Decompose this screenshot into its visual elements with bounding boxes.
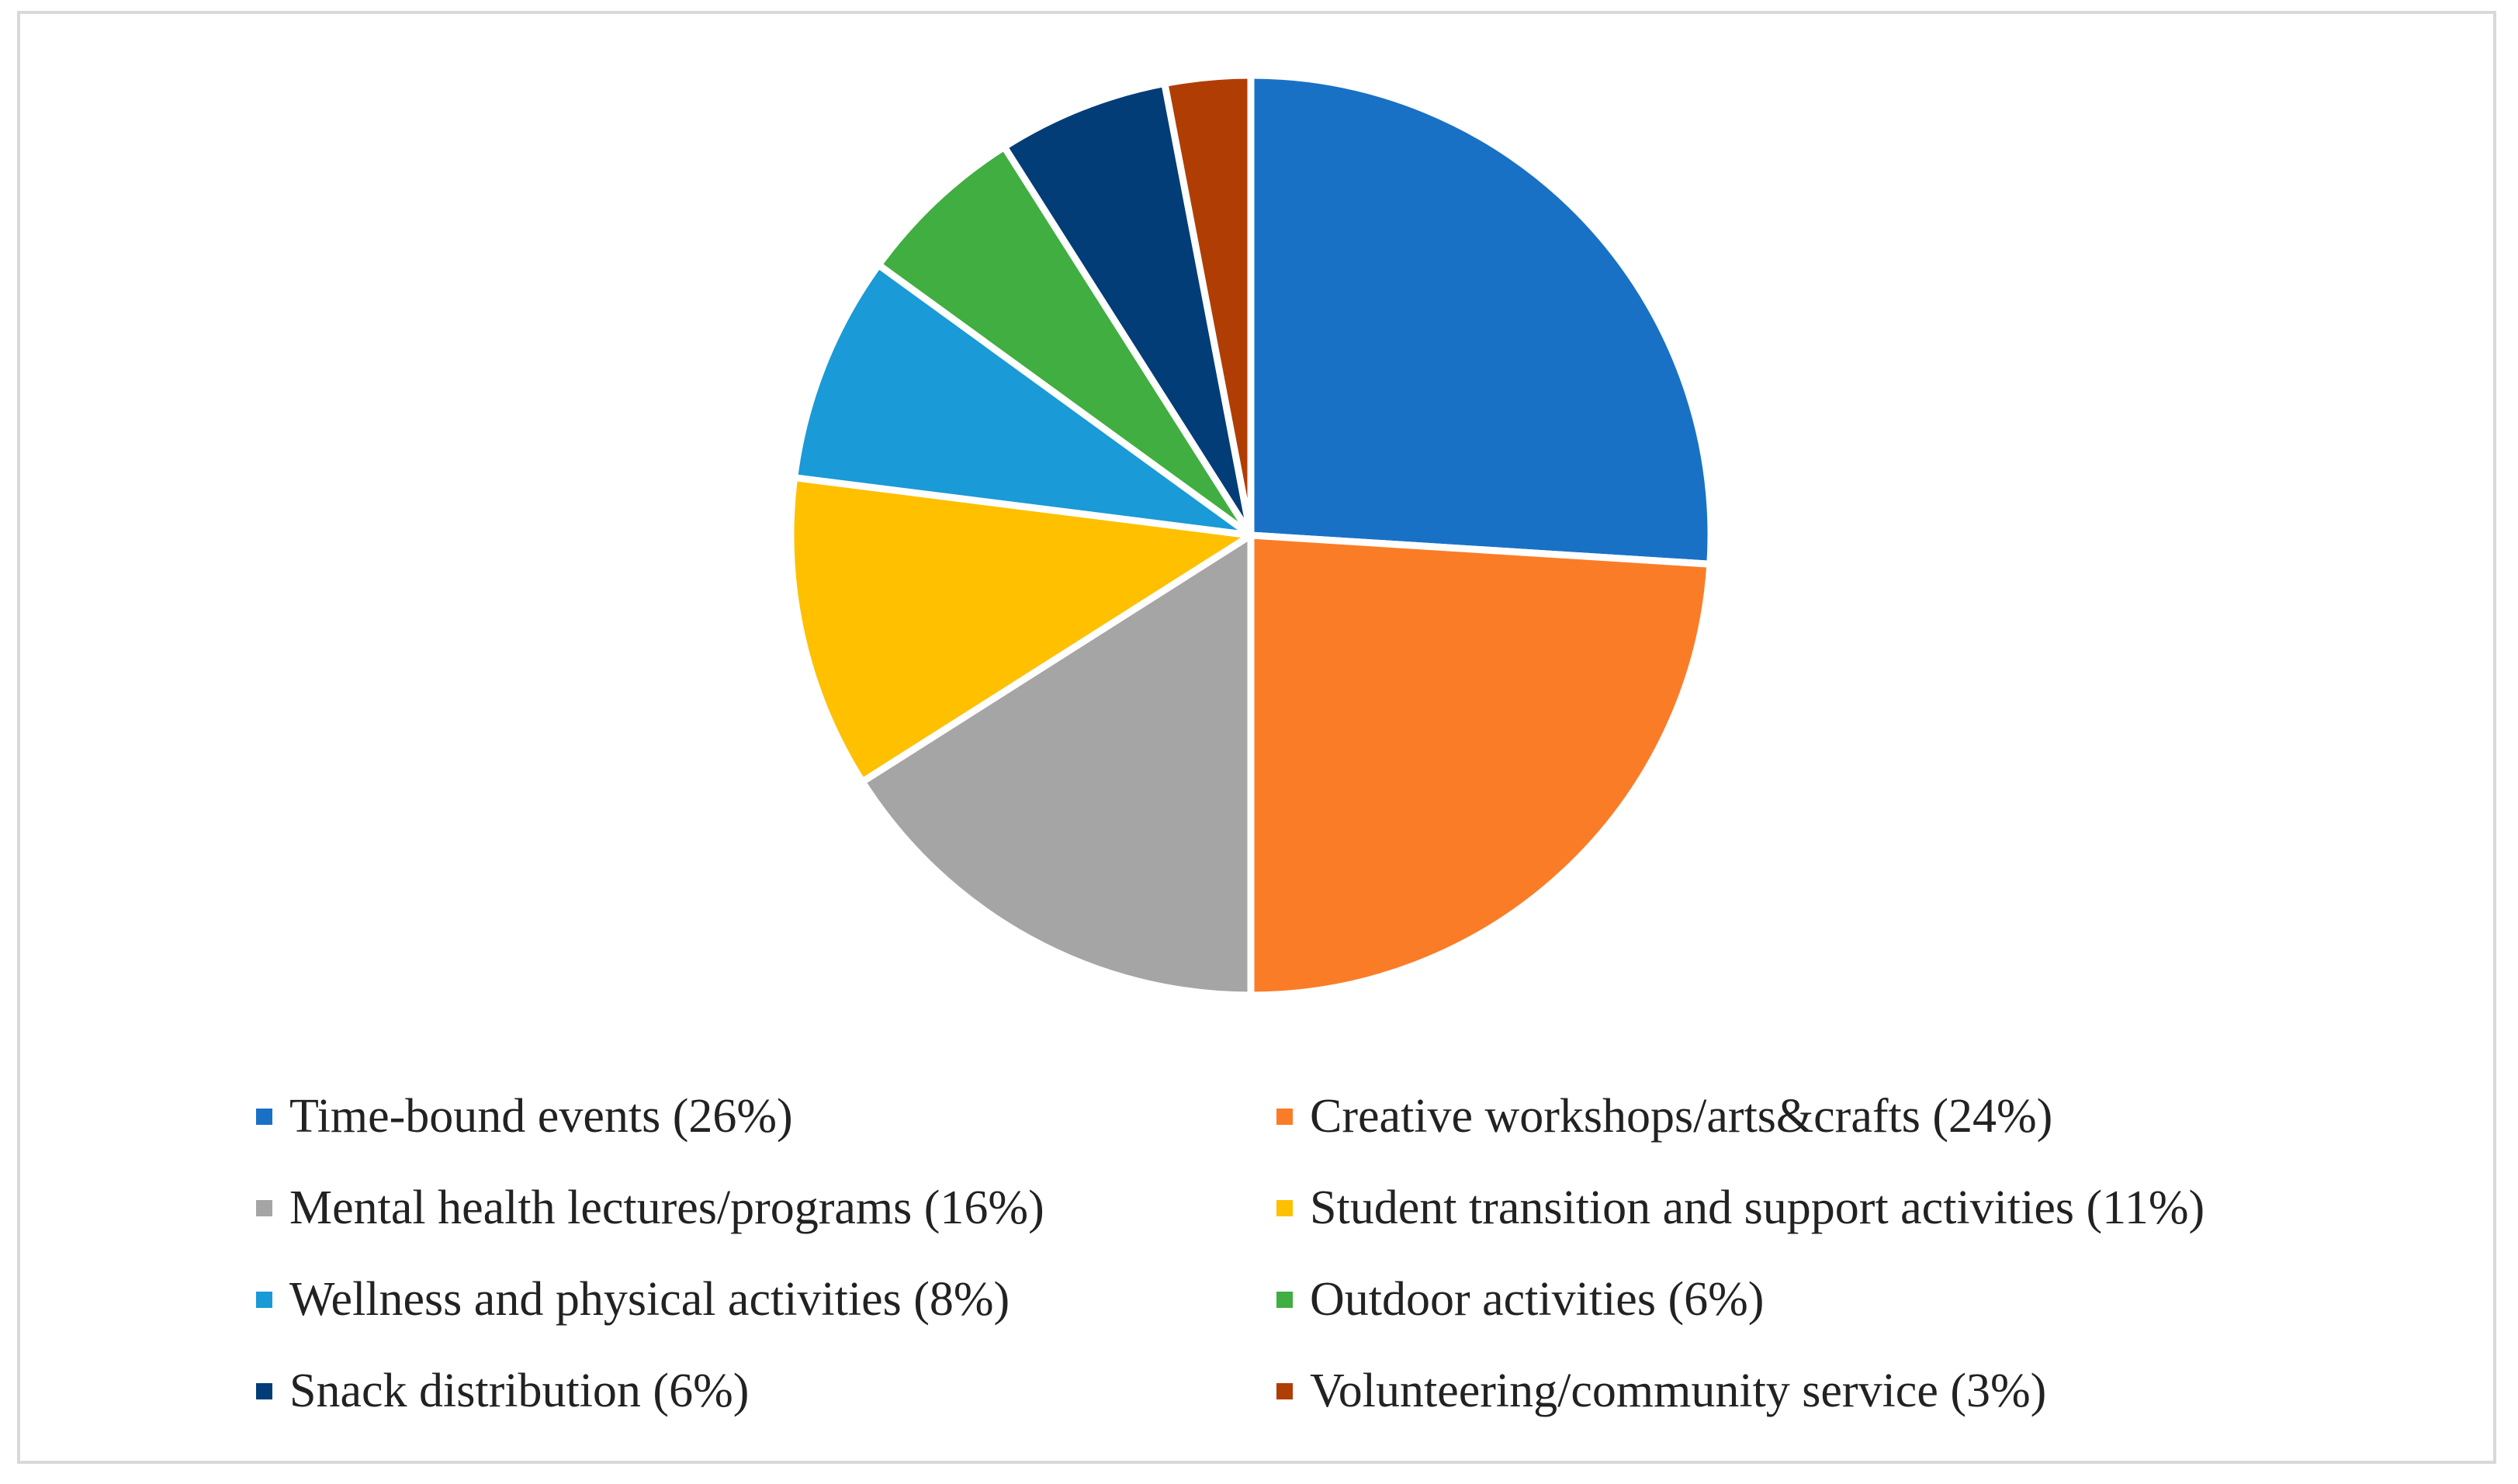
legend-swatch [1276, 1383, 1293, 1399]
legend-item-6: Outdoor activities (6%) [1276, 1254, 2351, 1345]
legend-label: Mental health lectures/programs (16%) [289, 1184, 1044, 1232]
legend-label: Volunteering/community service (3%) [1310, 1367, 2046, 1415]
legend-item-3: Mental health lectures/programs (16%) [256, 1162, 1276, 1254]
legend-label: Wellness and physical activities (8%) [289, 1275, 1010, 1323]
legend-swatch [256, 1383, 272, 1399]
legend-item-5: Wellness and physical activities (8%) [256, 1254, 1276, 1345]
legend-item-4: Student transition and support activitie… [1276, 1162, 2351, 1254]
legend-item-8: Volunteering/community service (3%) [1276, 1345, 2351, 1437]
legend-item-7: Snack distribution (6%) [256, 1345, 1276, 1437]
legend-item-2: Creative workshops/arts&crafts (24%) [1276, 1071, 2351, 1162]
legend-label: Student transition and support activitie… [1310, 1184, 2205, 1232]
legend-label: Time-bound events (26%) [289, 1092, 793, 1140]
legend-label: Creative workshops/arts&crafts (24%) [1310, 1092, 2052, 1140]
legend-swatch [256, 1109, 272, 1125]
legend-label: Outdoor activities (6%) [1310, 1275, 1764, 1323]
pie-slices [791, 75, 1711, 995]
legend-label: Snack distribution (6%) [289, 1367, 749, 1415]
pie-slice-1 [1251, 75, 1711, 564]
chart-legend: Time-bound events (26%) Creative workshop… [256, 1071, 2351, 1437]
legend-swatch [1276, 1200, 1293, 1216]
legend-item-1: Time-bound events (26%) [256, 1071, 1276, 1162]
legend-swatch [1276, 1109, 1293, 1125]
legend-swatch [256, 1292, 272, 1308]
legend-swatch [256, 1200, 272, 1216]
pie-slice-2 [1251, 535, 1710, 995]
legend-swatch [1276, 1292, 1293, 1308]
